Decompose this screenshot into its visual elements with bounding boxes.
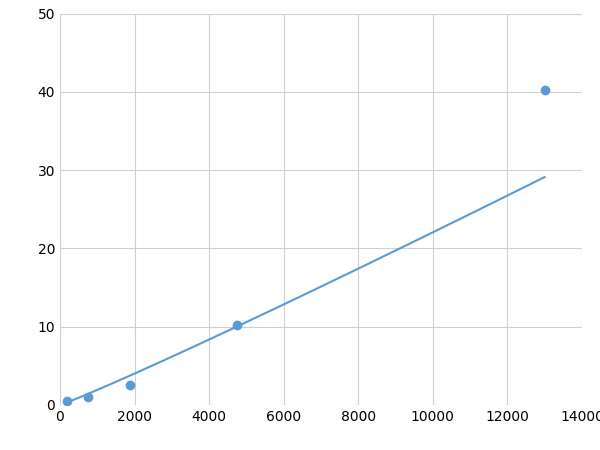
- Point: [125, 382, 135, 389]
- Point: [62, 397, 72, 405]
- Point: [232, 322, 242, 329]
- Point: [83, 394, 93, 401]
- Point: [540, 87, 550, 94]
